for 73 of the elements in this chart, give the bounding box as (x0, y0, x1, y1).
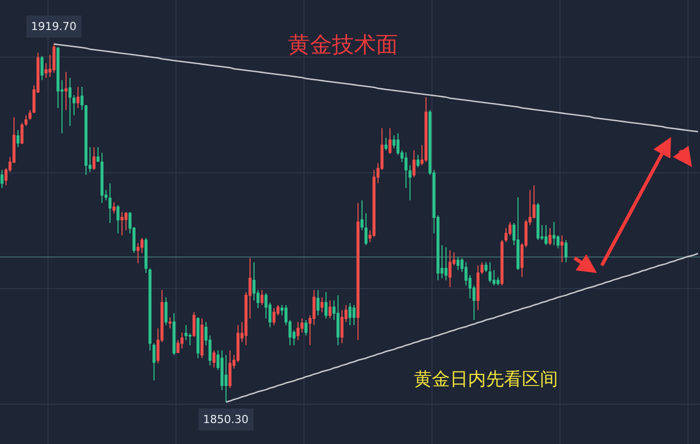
candlestick (552, 221, 556, 246)
candlestick (224, 354, 228, 403)
candlestick (476, 264, 480, 311)
candlestick (544, 224, 548, 246)
candlestick (444, 246, 448, 281)
annotation: 1850.30 (203, 413, 248, 426)
annotation: 1919.70 (31, 20, 76, 33)
candlestick (324, 292, 328, 319)
candlestick (20, 122, 24, 145)
candlestick (28, 110, 32, 120)
candlestick (364, 212, 368, 246)
candlestick (108, 182, 112, 224)
candlestick (180, 332, 184, 349)
candlestick (456, 256, 460, 270)
candlestick (172, 312, 176, 356)
candlestick (500, 240, 504, 286)
candlestick (336, 294, 340, 346)
candlestick (560, 234, 564, 263)
candlestick (96, 146, 100, 163)
candlestick (320, 296, 324, 313)
candlestick (24, 114, 28, 127)
candlestick (84, 104, 88, 176)
candlestick (40, 55, 44, 81)
candlestick (80, 86, 84, 111)
candlestick (76, 86, 80, 108)
candlestick (516, 196, 520, 270)
candlestick (328, 300, 332, 319)
candlestick (316, 290, 320, 316)
candlestick (192, 312, 196, 338)
candlestick (164, 296, 168, 326)
candlestick (116, 204, 120, 234)
candlestick (228, 350, 232, 389)
candlestick (200, 318, 204, 359)
candlestick (64, 71, 68, 111)
candlestick (488, 262, 492, 283)
candlestick (212, 350, 216, 368)
candlestick (480, 262, 484, 275)
candlestick (112, 202, 116, 214)
candlestick (484, 262, 488, 273)
candlestick (196, 316, 200, 359)
candlestick (144, 237, 148, 274)
candlestick (120, 212, 124, 236)
candlestick (564, 240, 568, 263)
candlestick (448, 250, 452, 288)
candlestick (348, 302, 352, 326)
chart-title: 黄金技术面 (288, 33, 398, 58)
candlestick (152, 342, 156, 381)
candlestick (296, 322, 300, 341)
candlestick (388, 128, 392, 154)
candlestick (404, 152, 408, 188)
candlestick (0, 169, 4, 188)
candlestick (272, 308, 276, 326)
candlestick (168, 316, 172, 329)
candlestick (92, 146, 96, 170)
candlestick (72, 94, 76, 116)
candlestick (536, 202, 540, 241)
annotation: 黄金日内先看区间 (414, 369, 558, 390)
candlestick (416, 154, 420, 168)
candlestick (384, 137, 388, 151)
candlestick (424, 96, 428, 163)
candlestick (100, 152, 104, 204)
candlestick (412, 150, 416, 178)
candlestick (360, 200, 364, 231)
candlestick (356, 202, 360, 341)
candlestick (548, 228, 552, 246)
candlestick (352, 304, 356, 326)
candlestick (68, 78, 72, 127)
candlestick (260, 290, 264, 306)
candlestick (148, 268, 152, 351)
candlestick (16, 130, 20, 148)
candlestick (52, 44, 56, 74)
candlestick (304, 319, 308, 336)
candlestick (408, 164, 412, 201)
